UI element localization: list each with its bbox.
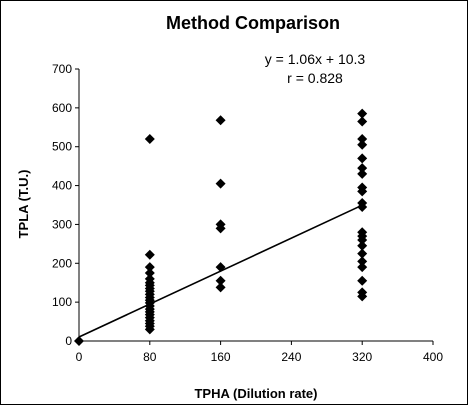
regression-equation: y = 1.06x + 10.3 <box>265 51 366 67</box>
data-point <box>74 336 84 346</box>
data-point <box>357 234 368 245</box>
x-tick-label: 160 <box>211 350 231 364</box>
data-point <box>357 186 368 197</box>
y-tick-label: 600 <box>52 101 72 115</box>
x-tick-label: 400 <box>423 350 443 364</box>
data-point <box>357 248 368 259</box>
data-point <box>357 275 368 286</box>
data-point <box>144 324 155 335</box>
data-point <box>357 291 368 302</box>
data-point <box>357 153 368 164</box>
data-point <box>357 168 368 179</box>
data-point <box>357 133 368 144</box>
data-point <box>144 268 155 278</box>
data-point <box>357 139 368 150</box>
x-tick-label: 0 <box>76 350 83 364</box>
data-point <box>357 256 368 267</box>
data-point <box>144 249 155 260</box>
data-point <box>215 282 226 293</box>
data-point <box>215 115 226 126</box>
data-point <box>357 163 368 174</box>
data-point <box>215 178 226 189</box>
correlation-coefficient: r = 0.828 <box>287 70 343 86</box>
x-tick-label: 320 <box>352 350 372 364</box>
data-point <box>215 275 226 286</box>
x-tick-label: 240 <box>281 350 301 364</box>
y-tick-label: 200 <box>52 256 72 270</box>
y-tick-label: 300 <box>52 217 72 231</box>
data-point <box>215 223 226 234</box>
y-tick-label: 400 <box>52 179 72 193</box>
data-point <box>144 262 155 273</box>
chart-title: Method Comparison <box>166 13 340 33</box>
y-tick-label: 0 <box>65 334 72 348</box>
data-point <box>357 116 368 127</box>
plot-area: 0 100 200 300 400 500 600 700 0 80 160 240 320 400 <box>52 62 443 364</box>
y-tick-label: 100 <box>52 295 72 309</box>
data-point <box>357 262 368 273</box>
data-point <box>144 133 155 144</box>
y-axis-title: TPLA (T.U.) <box>16 170 31 239</box>
data-point <box>215 262 226 273</box>
data-point <box>357 201 368 212</box>
x-tick-label: 80 <box>143 350 157 364</box>
x-axis-title: TPHA (Dilution rate) <box>194 386 317 401</box>
data-point <box>357 240 368 251</box>
data-point <box>357 108 368 119</box>
y-tick-label: 500 <box>52 140 72 154</box>
y-tick-label: 700 <box>52 62 72 76</box>
